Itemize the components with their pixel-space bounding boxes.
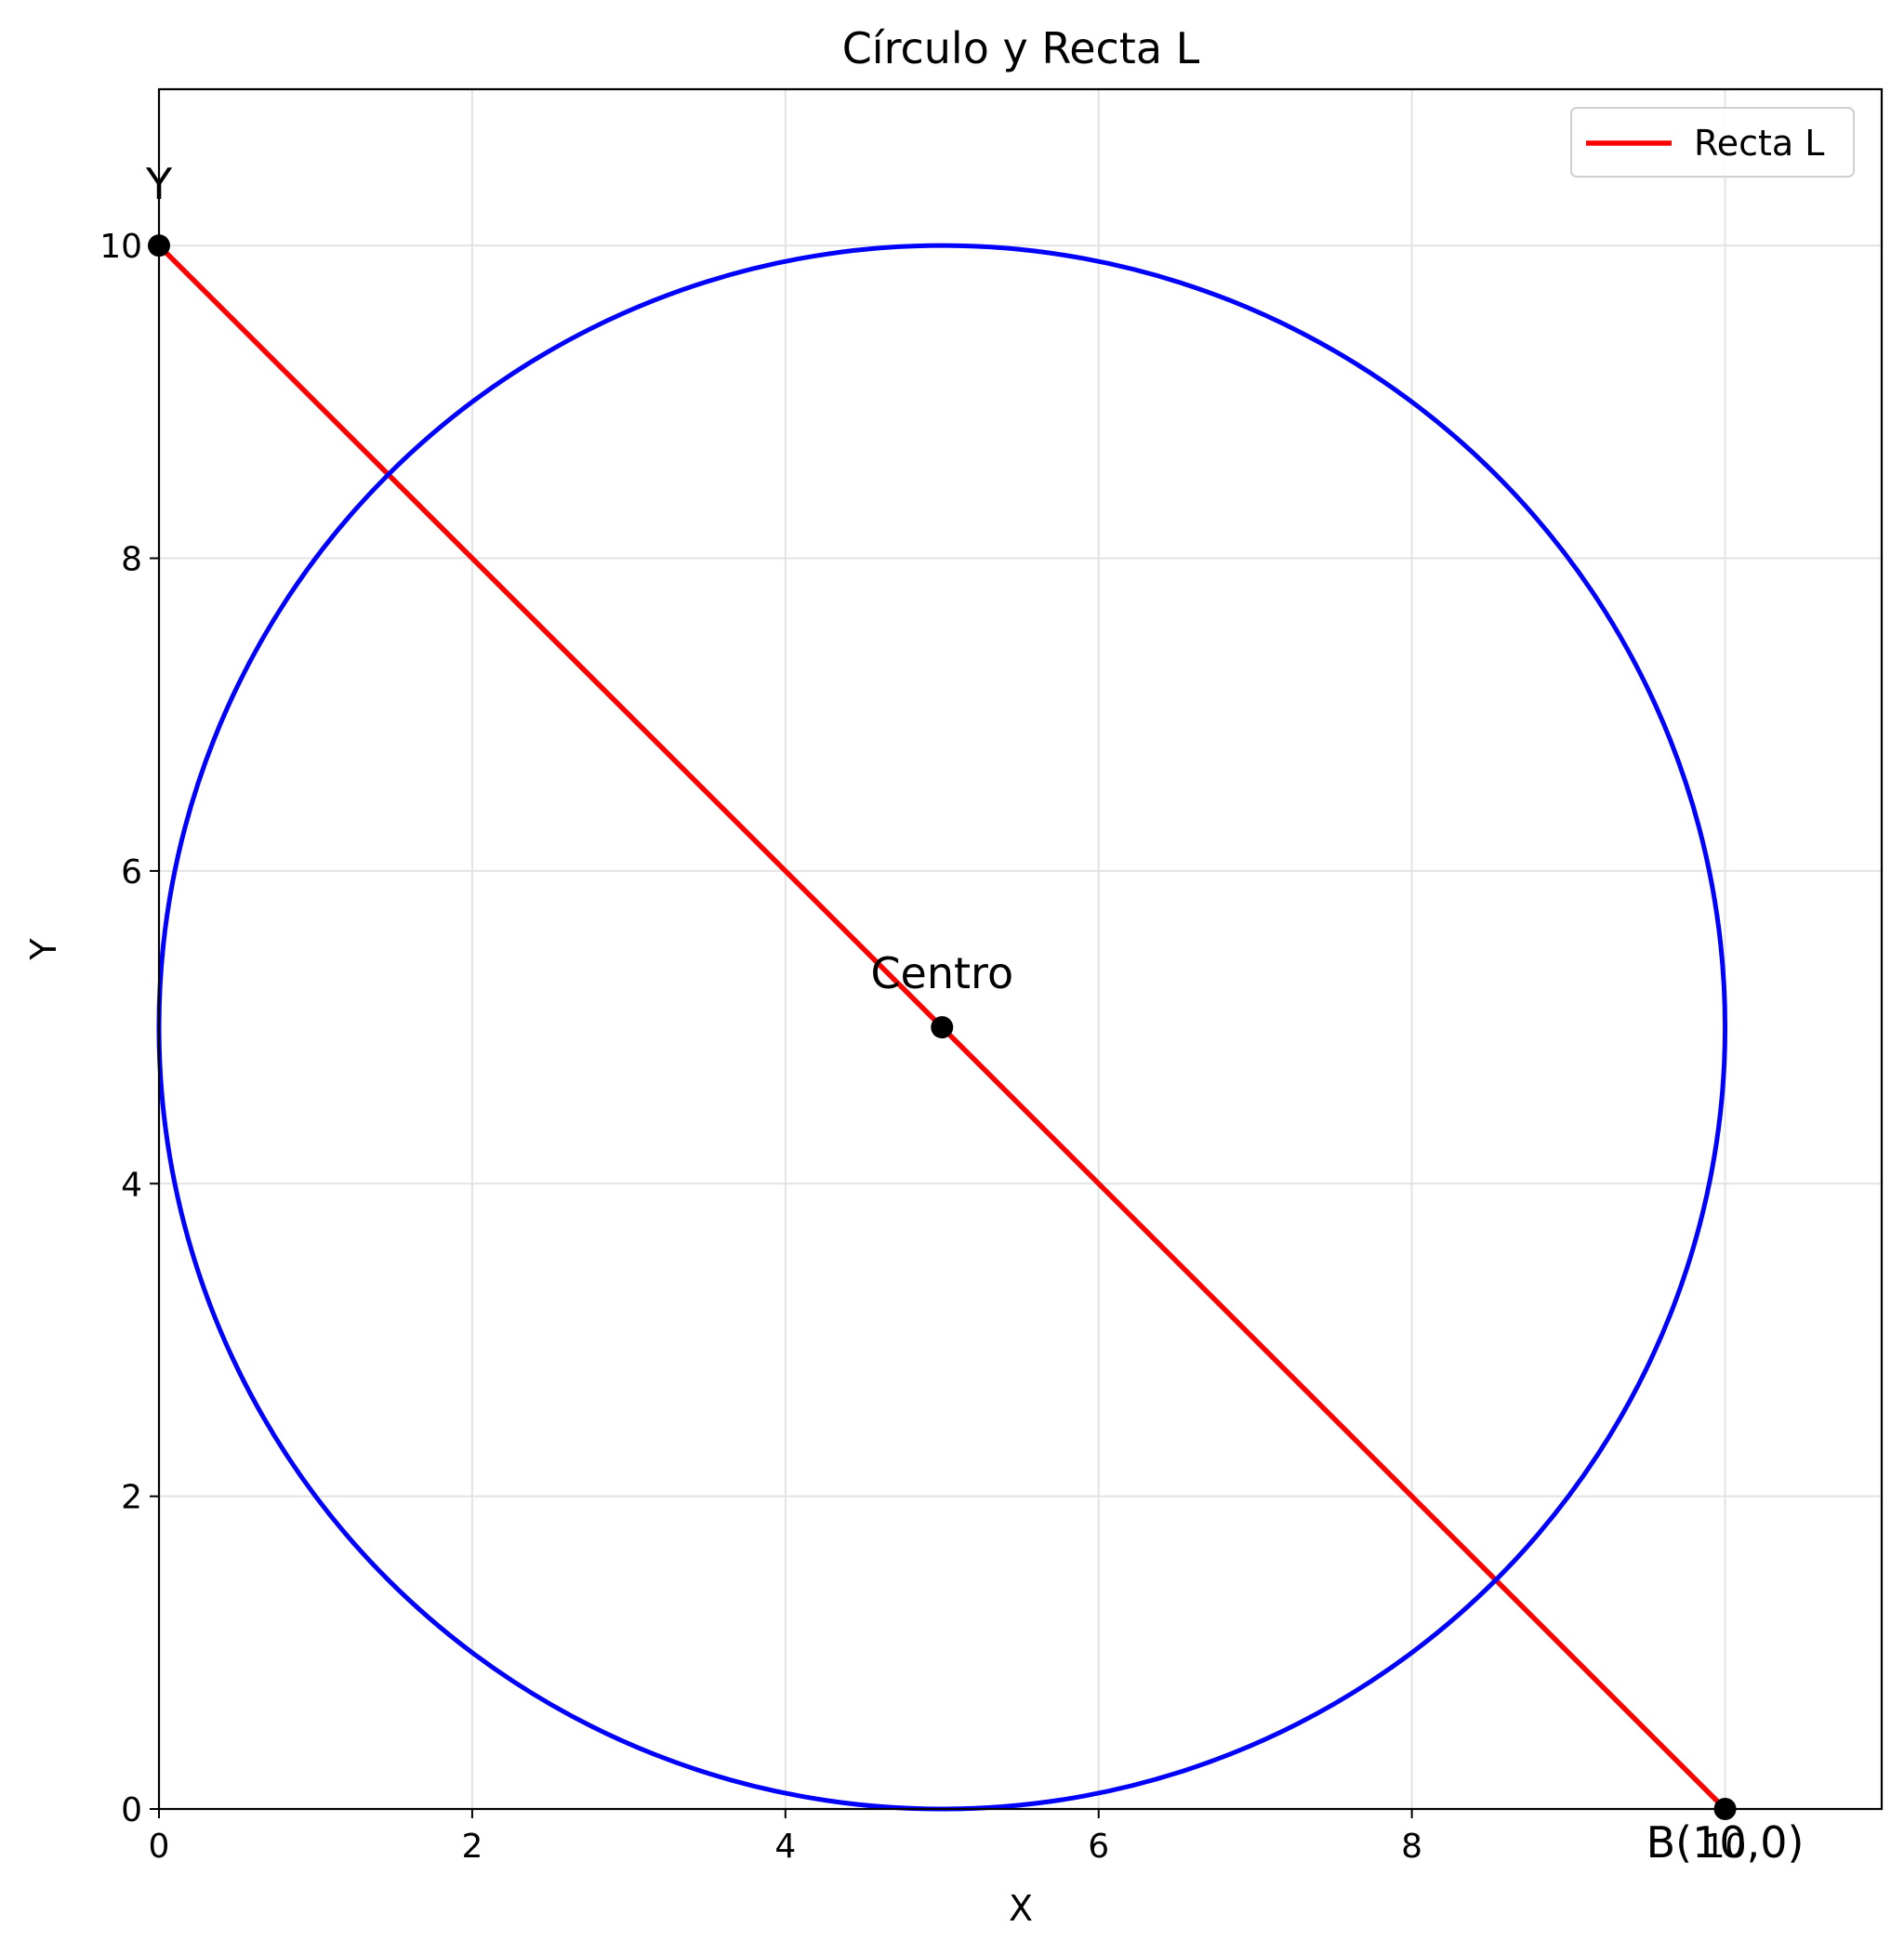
x-tick-label: 10 [1704,1828,1747,1866]
point-annotation: Centro [870,948,1013,998]
grid [158,89,1882,1810]
y-tick-label: 6 [121,853,142,891]
x-tick-label: 8 [1401,1828,1422,1866]
data-point [931,1016,954,1039]
y-tick-label: 2 [121,1479,142,1517]
y-tick-label: 10 [99,228,142,266]
x-tick-label: 0 [149,1828,170,1866]
x-tick-label: 2 [461,1828,483,1866]
plot-frame [157,87,1884,1811]
y-tick-label: 0 [121,1791,142,1829]
x-tick-label: 4 [774,1828,796,1866]
y-tick-label: 8 [121,541,142,579]
y-tick-label: 4 [121,1166,142,1204]
point-annotation: B(10,0) [1646,1817,1805,1868]
legend: Recta L [1570,107,1855,178]
chart-title: Círculo y Recta L [842,23,1200,73]
x-axis-label: X [1009,1888,1033,1929]
legend-box [1570,107,1855,178]
legend-label: Recta L [1694,123,1824,164]
axis-ticks: 0 2 4 6 8 10 0 2 4 6 8 10 [99,228,1746,1866]
x-tick-label: 6 [1088,1828,1109,1866]
y-axis-label: Y [23,938,64,961]
